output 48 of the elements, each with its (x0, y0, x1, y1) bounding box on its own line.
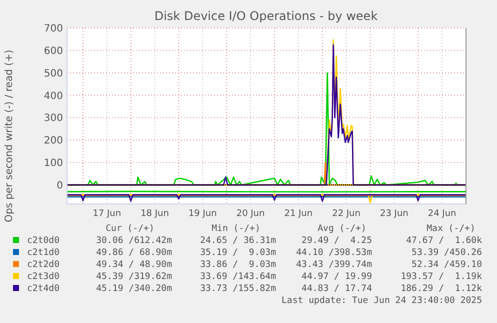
text: 193.57 / 1.19k (400, 272, 483, 282)
text: Max (-/+) (426, 224, 476, 234)
y-tick-label: 200 (44, 136, 63, 147)
text: 33.73 /155.82m (200, 284, 276, 294)
text: 30.06 /612.42m (96, 236, 172, 246)
legend-label: c2t1d0 (27, 248, 60, 258)
legend-label: c2t4d0 (27, 284, 60, 294)
y-tick-label: 600 (44, 46, 63, 57)
x-tick-label: 22 Jun (332, 209, 360, 219)
text: 33.69 /143.64m (200, 272, 276, 282)
legend-label: c2t3d0 (27, 272, 60, 282)
y-tick-label: 300 (44, 113, 63, 124)
x-tick-label: 23 Jun (380, 209, 408, 219)
x-tick-label: 19 Jun (188, 209, 217, 219)
text: 47.67 / 1.60k (406, 236, 483, 246)
y-tick-label: 0 (56, 180, 63, 192)
text: 43.43 /399.74m (296, 260, 372, 270)
x-tick-label: 24 Jun (428, 209, 456, 219)
text: 44.97 / 19.99 (302, 272, 372, 282)
y-tick-label: 700 (44, 24, 63, 34)
text: Avg (-/+) (318, 224, 366, 234)
y-tick-label: 500 (44, 68, 63, 80)
text: 45.19 /340.20m (96, 284, 172, 294)
text: Last update: Tue Jun 24 23:40:00 2025 (282, 296, 482, 306)
text: 45.39 /319.62m (96, 272, 172, 282)
text: 52.34 /459.10 (412, 260, 482, 270)
x-tick-label: 20 Jun (236, 209, 265, 219)
text: 24.65 / 36.31m (200, 236, 276, 246)
text: Min (-/+) (212, 224, 260, 234)
text: 35.19 / 9.03m (200, 248, 276, 258)
text: 29.49 / 4.25 (302, 236, 372, 246)
x-tick-label: 17 Jun (92, 209, 122, 219)
x-tick-label: 21 Jun (284, 209, 313, 219)
text: 44.10 /398.53m (296, 248, 372, 258)
chart-title: Disk Device I/O Operations - by week (154, 9, 378, 23)
text: 49.34 / 48.90m (96, 260, 172, 270)
text: Cur (-/+) (106, 224, 154, 234)
text: 44.83 / 17.74 (302, 284, 372, 294)
y-tick-label: 400 (44, 90, 63, 102)
text: 186.29 / 1.12k (400, 284, 483, 294)
y-tick-label: 100 (44, 158, 63, 170)
text: 49.86 / 68.90m (96, 248, 172, 258)
text: 33.86 / 9.03m (200, 260, 276, 270)
y-axis-title: Ops per second write (-) / read (+) (4, 50, 15, 222)
text: 53.39 /450.26 (412, 248, 482, 258)
x-tick-label: 18 Jun (140, 209, 169, 219)
legend-label: c2t0d0 (27, 236, 60, 246)
legend-label: c2t2d0 (27, 260, 60, 270)
